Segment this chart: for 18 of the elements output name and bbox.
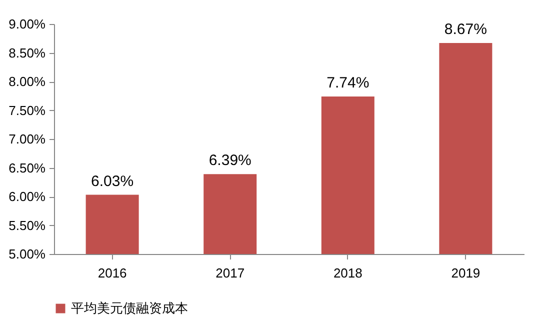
data-label: 6.39%: [208, 152, 252, 170]
data-label: 8.67%: [444, 20, 487, 38]
y-tick-label: 5.00%: [8, 246, 46, 262]
data-label: 6.03%: [91, 172, 134, 190]
y-tick-label: 8.50%: [8, 45, 46, 60]
y-tick-label: 9.00%: [8, 16, 46, 32]
x-tick-label: 2017: [216, 266, 245, 280]
y-tick-label: 7.00%: [8, 132, 46, 146]
y-tick-label: 7.50%: [8, 102, 46, 118]
data-label: 7.74%: [326, 74, 370, 92]
legend-label: 平均美元债融资成本: [71, 300, 188, 316]
y-tick-label: 6.00%: [8, 189, 46, 204]
y-tick-label: 8.00%: [8, 74, 46, 89]
y-tick-label: 6.50%: [8, 160, 46, 176]
x-tick-label: 2018: [333, 266, 362, 280]
y-tick-label: 5.50%: [8, 218, 46, 233]
x-tick-label: 2019: [451, 266, 480, 280]
x-tick-label: 2016: [98, 266, 127, 280]
